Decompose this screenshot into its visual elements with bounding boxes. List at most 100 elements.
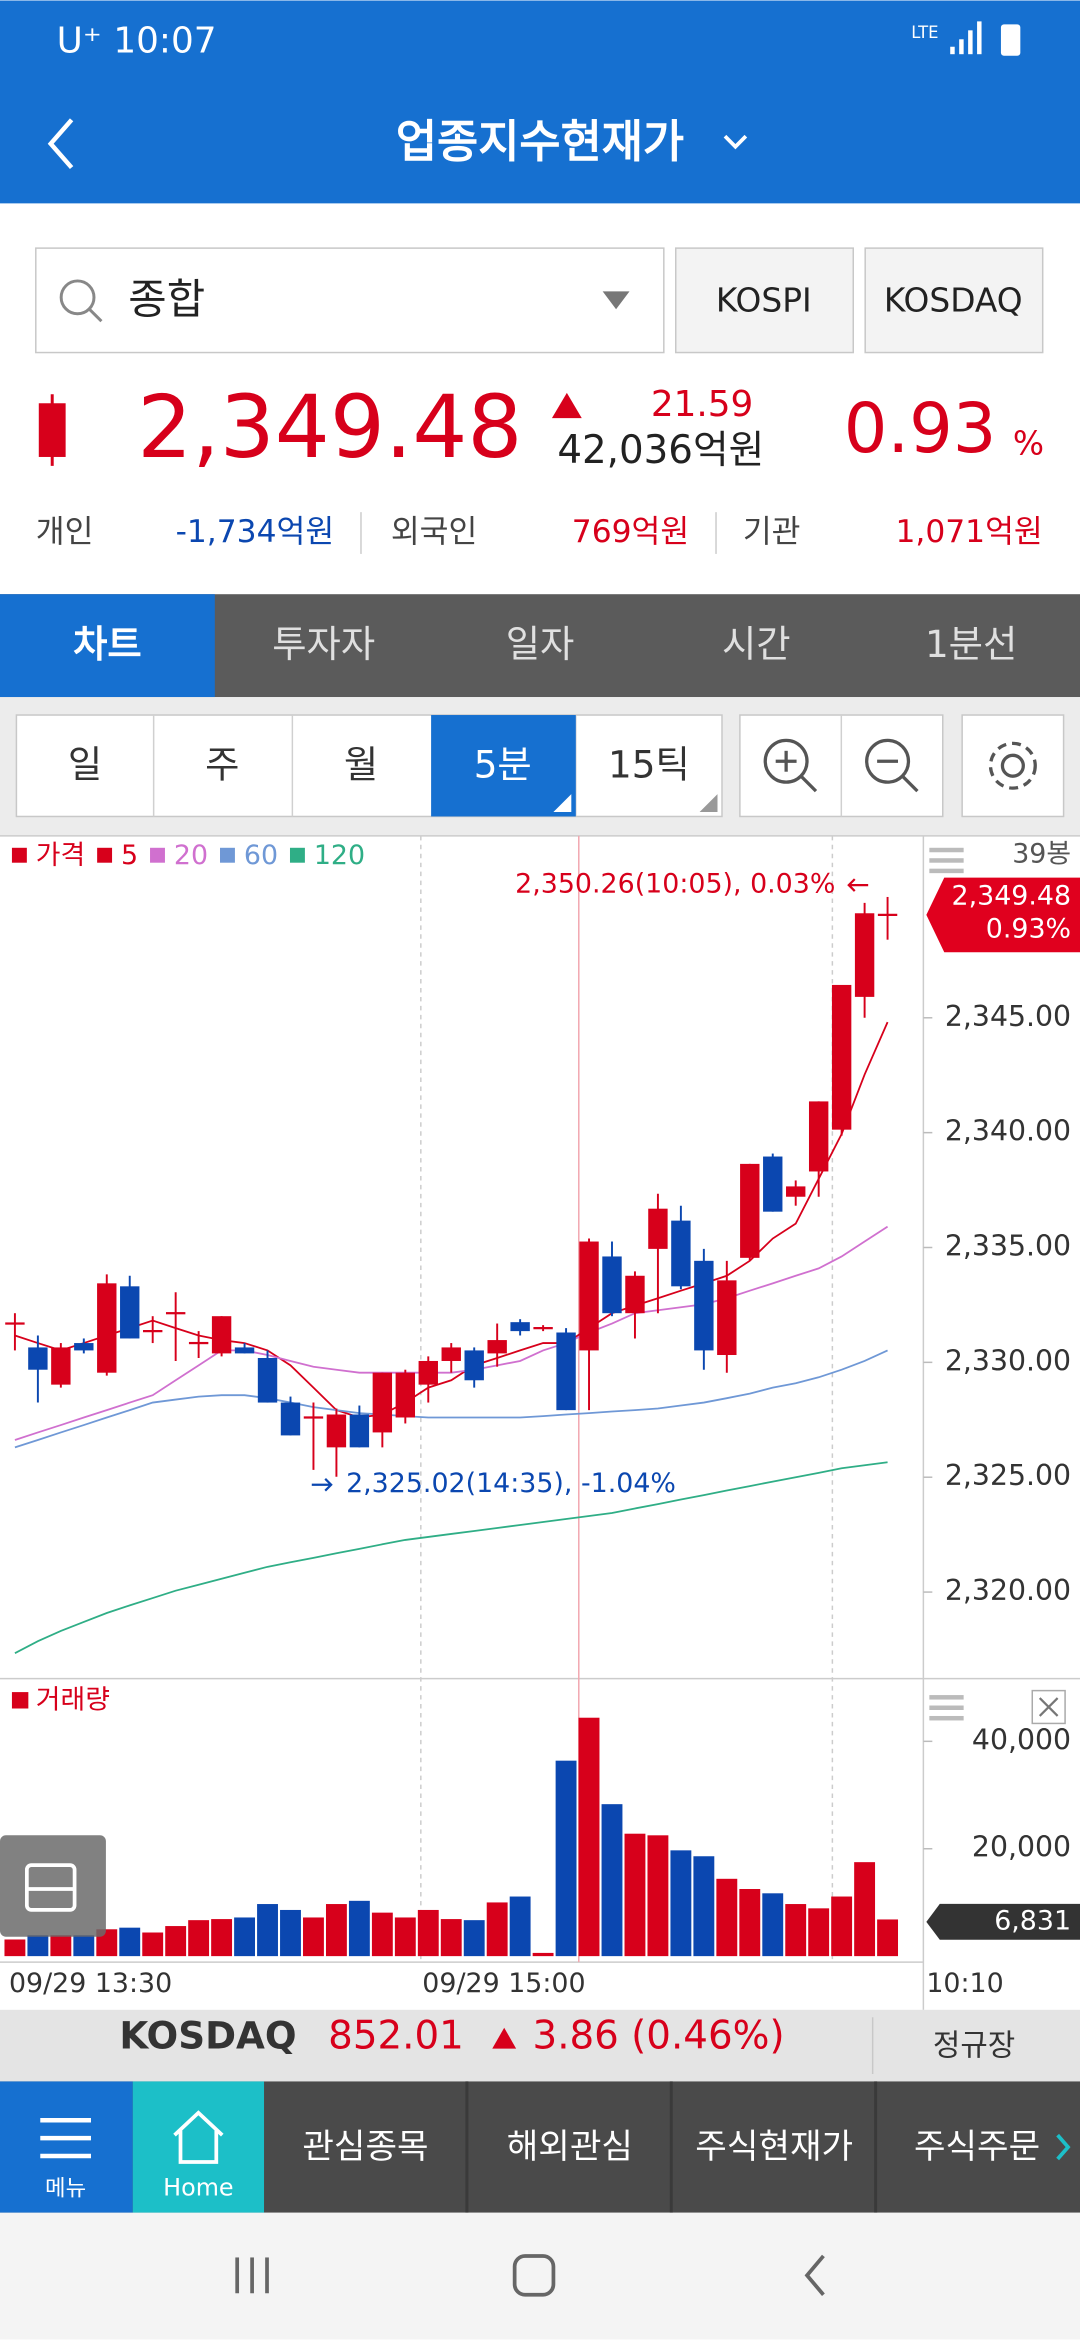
candle-body [740, 1163, 760, 1258]
volume-bar [348, 1900, 370, 1957]
candle-body [395, 1372, 416, 1418]
nav-item[interactable]: 관심종목 [302, 2127, 428, 2167]
rotate-button[interactable] [0, 1835, 106, 1937]
volume-tick-label: 40,000 [972, 1723, 1071, 1756]
home-button[interactable] [132, 2081, 265, 2213]
market-session: 정규장 [933, 2029, 1015, 2064]
period-button[interactable]: 주 [205, 743, 239, 787]
legend-swatch [150, 847, 165, 863]
candle-body [28, 1347, 48, 1370]
battery-icon [1000, 24, 1021, 56]
market-bar [0, 2009, 1080, 2082]
period-button[interactable]: 5분 [474, 743, 532, 787]
volume-bar [394, 1917, 416, 1957]
header-bg [0, 0, 1080, 204]
volume-bar [257, 1904, 278, 1957]
legend-swatch [11, 847, 27, 863]
candle-body [648, 1208, 668, 1249]
market-change: 3.86 (0.46%) [533, 2014, 785, 2059]
candle-body [257, 1357, 278, 1403]
candle-body [97, 1283, 117, 1373]
moving-average-line [14, 1349, 888, 1449]
candle-body [877, 913, 898, 916]
candle-body [303, 1416, 324, 1419]
home-system-button[interactable] [512, 2254, 556, 2297]
cursor-time: 10:10 [926, 1968, 1003, 1999]
recents-button[interactable] [235, 2257, 269, 2294]
low-arrow [311, 1477, 333, 1492]
volume-bar [371, 1912, 393, 1957]
change-rate: 0.93 [844, 389, 997, 469]
low-annotation: 2,325.02(14:35), -1.04% [346, 1468, 676, 1499]
candle-body [854, 913, 875, 997]
header-title[interactable]: 업종지수현재가 [396, 115, 684, 168]
last-price-tag [926, 877, 1080, 953]
search-dropdown-icon[interactable] [602, 291, 630, 310]
candle-body [372, 1372, 393, 1433]
period-active[interactable] [431, 715, 576, 817]
zoom-in-button[interactable] [763, 738, 818, 793]
candle-body [808, 1101, 829, 1172]
volume-bar [854, 1862, 876, 1957]
investor-value: 1,071억원 [895, 514, 1042, 550]
x-tick-label: 09/29 15:00 [422, 1968, 585, 1999]
volume-pane-menu[interactable] [929, 1695, 964, 1721]
legend-swatch [220, 847, 235, 863]
nav-more-icon[interactable] [1056, 2133, 1071, 2161]
volume-bar [762, 1893, 784, 1957]
volume-bar [188, 1920, 210, 1957]
volume-bar [532, 1952, 554, 1957]
menu-button[interactable] [0, 2081, 133, 2213]
clock: 10:07 [113, 20, 216, 61]
volume-bar [417, 1909, 439, 1957]
market-button[interactable] [675, 247, 855, 354]
search-value: 종합 [128, 274, 205, 323]
tab[interactable]: 차트 [73, 622, 142, 666]
candle-body [188, 1341, 209, 1345]
volume-bar [50, 1935, 72, 1957]
period-button[interactable]: 월 [344, 743, 378, 787]
tab[interactable]: 시간 [722, 622, 791, 666]
nav-item[interactable]: 주식현재가 [695, 2127, 853, 2167]
volume-bar [73, 1935, 95, 1957]
y-tick-label: 2,330.00 [945, 1344, 1071, 1377]
nav-item[interactable]: 주식주문 [914, 2127, 1040, 2167]
search-icon [59, 279, 96, 316]
back-system-button[interactable] [804, 2254, 825, 2296]
volume-bar [647, 1835, 669, 1957]
index-change: 21.59 [651, 384, 753, 425]
volume-bar [211, 1919, 233, 1957]
candle-body [533, 1327, 553, 1330]
search-box[interactable] [35, 247, 665, 354]
volume-bar [877, 1919, 899, 1957]
legend-swatch [289, 847, 305, 863]
candle-body [625, 1275, 645, 1314]
volume-bar [119, 1927, 141, 1957]
price-pane-menu[interactable] [929, 847, 964, 874]
tab[interactable]: 일자 [506, 622, 575, 666]
period-button[interactable]: 15틱 [608, 743, 690, 787]
candle-body [487, 1340, 507, 1354]
volume-bar [739, 1889, 761, 1957]
title-dropdown-icon[interactable] [723, 134, 748, 150]
legend-label: 60 [244, 840, 278, 871]
tab[interactable]: 투자자 [272, 622, 375, 666]
settings-button[interactable] [961, 714, 1065, 818]
tab-active[interactable] [0, 594, 215, 698]
back-button[interactable] [47, 118, 74, 170]
corner-mark [699, 794, 718, 812]
market-button-label: KOSPI [716, 281, 812, 319]
high-annotation: 2,350.26(10:05), 0.03% [515, 869, 835, 900]
candle-body [556, 1332, 576, 1411]
candle-body [143, 1329, 163, 1333]
market-button[interactable] [864, 247, 1044, 354]
volume-bar [142, 1932, 164, 1957]
nav-item[interactable]: 해외관심 [507, 2127, 633, 2167]
period-button[interactable]: 일 [68, 743, 102, 787]
candle-icon [38, 403, 66, 457]
period-group [15, 714, 723, 818]
candle-body [831, 984, 852, 1130]
zoom-out-button[interactable] [865, 738, 919, 793]
nav-separators [465, 2081, 878, 2213]
tab[interactable]: 1분선 [925, 622, 1017, 666]
